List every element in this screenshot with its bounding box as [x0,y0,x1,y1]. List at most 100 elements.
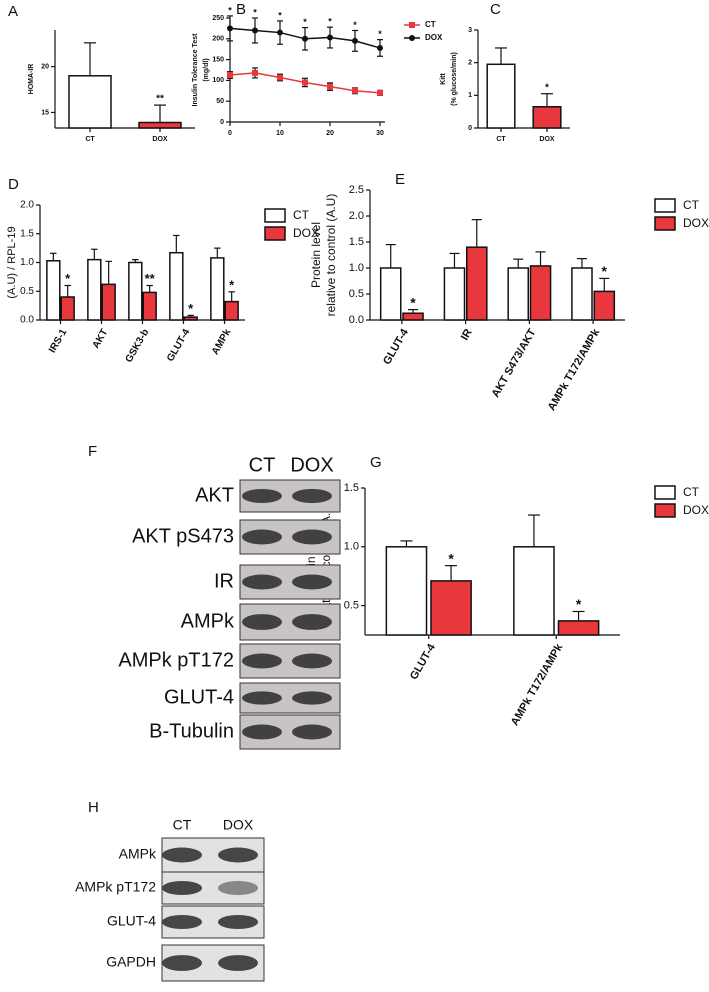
y-axis-label: relative to control (A.U) [324,194,338,317]
point [302,79,308,86]
y-tick-label: 150 [212,56,224,63]
panel-label: G [370,454,382,471]
bar [402,312,424,321]
x-tick-label: CT [85,136,95,143]
x-tick-label: AMPk T172/AMPk [509,641,566,728]
row-label: AMPk pT172 [75,879,156,895]
band [242,724,282,740]
panel-label: A [8,3,18,20]
band [218,955,258,971]
point [252,69,258,76]
significance: * [229,277,235,292]
y-tick-label: 0.5 [20,286,34,297]
y-axis-label: Insulin Tolerance Test [192,33,199,107]
point [327,34,333,41]
significance: ** [156,94,164,105]
band [218,847,258,863]
legend-swatch [264,208,286,223]
band [242,488,282,504]
bar [532,106,562,129]
x-tick-label: AKT S473/AKT [490,327,539,400]
significance: * [328,17,332,27]
lane-label: DOX [290,454,333,476]
point [277,74,283,81]
point [252,27,258,34]
y-tick-label: 1.0 [344,541,359,553]
y-tick-label: 1.5 [20,228,34,239]
band [218,880,258,896]
legend-label: CT [293,208,310,222]
lane-label: CT [173,817,192,833]
bar [210,257,225,321]
legend-swatch [264,226,286,241]
y-tick-label: 50 [216,98,224,105]
lane-label: CT [249,454,276,476]
significance: * [602,263,608,279]
legend-marker [409,35,415,41]
row-label: GLUT-4 [164,686,234,708]
y-tick-label: 3 [468,27,472,34]
band [292,691,332,705]
band [162,955,202,971]
point [352,37,358,44]
x-tick-label: DOX [152,136,168,143]
legend-label: DOX [293,226,319,240]
y-tick-label: 0.0 [20,315,34,326]
y-tick-label: 2.0 [349,210,364,222]
x-tick-label: 30 [376,130,384,137]
legend-label: DOX [683,503,709,517]
y-axis-label: Protein level [309,222,323,288]
y-tick-label: 2.0 [20,200,34,211]
y-tick-label: 20 [41,63,49,70]
row-label: AMPk [181,610,235,632]
band [292,653,332,669]
point [227,71,233,78]
y-tick-label: 15 [41,109,49,116]
bar [593,290,616,321]
band [292,614,332,630]
point [302,35,308,42]
legend-label: DOX [425,33,443,42]
bar [169,251,184,321]
significance: * [228,5,232,15]
significance: * [278,10,282,20]
significance: * [410,294,416,310]
y-tick-label: 1.0 [349,262,364,274]
y-tick-label: 0.5 [344,600,359,612]
y-axis-label: (A.U) / RPL-19 [6,226,18,298]
bar [142,291,157,321]
point [327,83,333,90]
bar [101,283,116,321]
panel-label: F [88,443,97,460]
y-axis-label: Kitt [440,73,447,85]
significance: * [576,596,582,612]
x-tick-label: CT [496,136,506,143]
bar [224,300,239,321]
band [242,574,282,590]
point [377,44,383,51]
legend-label: CT [683,198,700,212]
x-tick-label: GLUT-4 [165,327,193,364]
bar [87,258,102,321]
significance: * [188,301,194,316]
y-tick-label: 1.5 [349,236,364,248]
y-tick-label: 200 [212,36,224,43]
bar [183,316,198,321]
significance: * [448,550,454,566]
significance: * [65,271,71,286]
bar [68,75,112,129]
row-label: GLUT-4 [107,913,156,929]
row-label: AMPk pT172 [118,649,234,671]
y-tick-label: 1.5 [344,482,359,494]
bar [507,267,530,321]
significance: * [303,17,307,27]
bar [529,265,552,321]
significance: ** [145,271,156,286]
point [277,29,283,36]
x-tick-label: AMPk [210,327,234,357]
bar [138,121,182,129]
panel-label: B [236,1,246,18]
band [242,614,282,630]
